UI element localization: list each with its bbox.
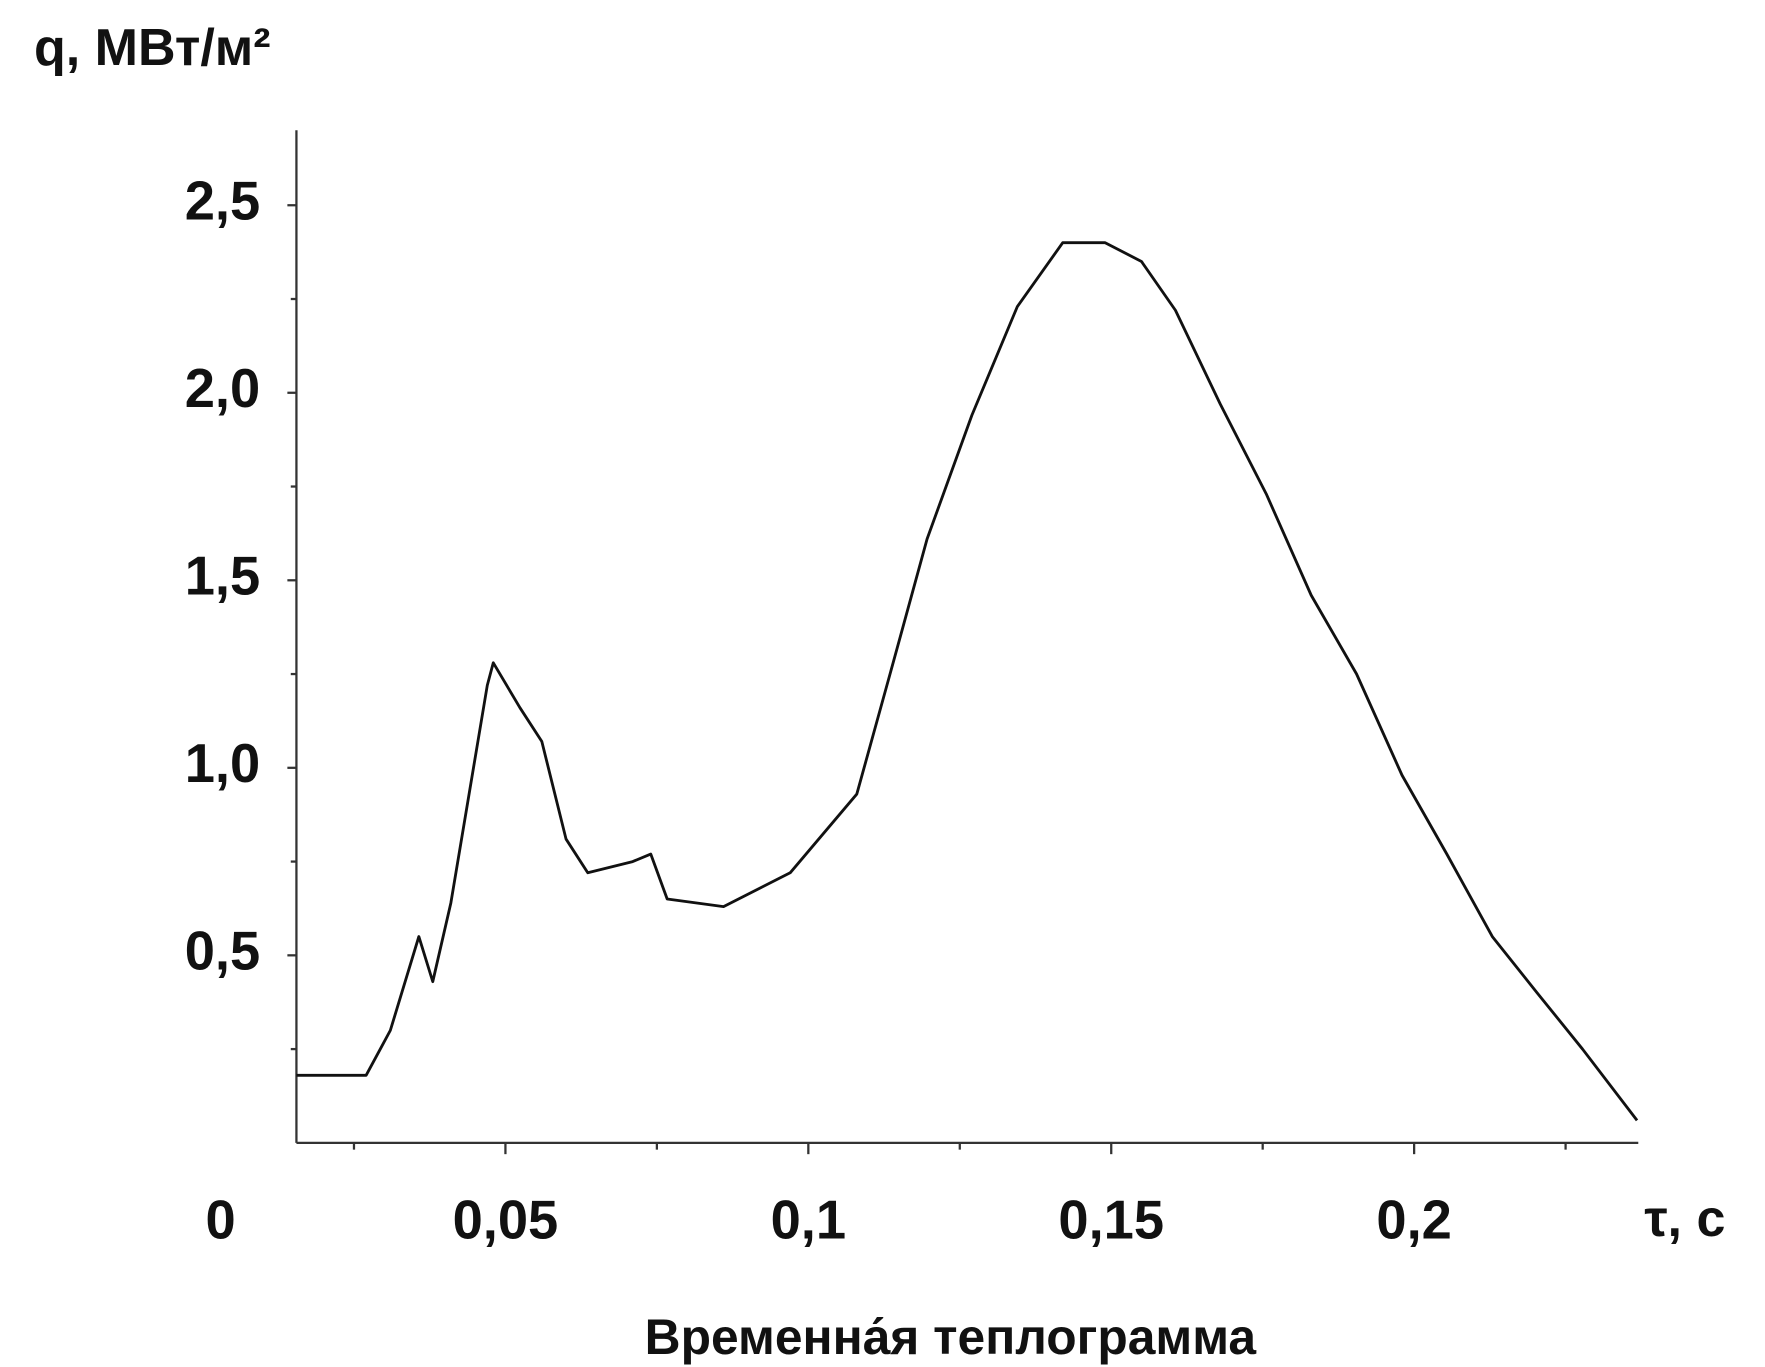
data-line — [296, 241, 1639, 1122]
y-tick-label: 0,5 — [185, 921, 260, 982]
x-tick-label: 0,05 — [453, 1190, 559, 1251]
x-tick-label: 0,15 — [1058, 1190, 1164, 1251]
y-tick-label: 1,5 — [185, 546, 260, 607]
x-axis-label: τ, с — [1644, 1190, 1725, 1248]
x-tick-label: 0,2 — [1376, 1190, 1451, 1251]
y-tick-label: 2,0 — [185, 358, 260, 419]
y-tick-label: 2,5 — [185, 171, 260, 232]
y-tick-label: 1,0 — [185, 733, 260, 794]
x-tick-label: 0 — [206, 1190, 236, 1251]
x-tick-label: 0,1 — [771, 1190, 846, 1251]
chart-title: Временна́я теплограмма — [645, 1309, 1257, 1365]
y-axis-label: q, МВт/м² — [34, 19, 271, 77]
